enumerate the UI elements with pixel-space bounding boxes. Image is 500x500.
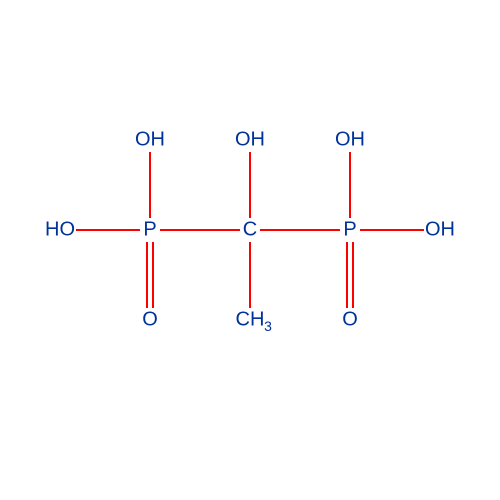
atom-ho-left: HO <box>45 219 75 242</box>
atom-c-center: C <box>243 219 257 242</box>
atom-p-right: P <box>343 219 356 242</box>
atom-p-left: P <box>143 219 156 242</box>
atom-o-bottom-right: O <box>342 309 358 332</box>
atom-oh-top-center: OH <box>235 129 265 152</box>
atom-oh-top-right: OH <box>335 129 365 152</box>
atom-ch3: CH <box>236 309 265 332</box>
atom-o-bottom-left: O <box>142 309 158 332</box>
atom-ch3-subscript: 3 <box>264 318 272 334</box>
atom-oh-top-left: OH <box>135 129 165 152</box>
bond-layer <box>0 0 500 500</box>
atom-oh-right: OH <box>425 219 455 242</box>
chemical-structure-diagram: HO P C P OH OH OH OH O CH 3 O <box>0 0 500 500</box>
